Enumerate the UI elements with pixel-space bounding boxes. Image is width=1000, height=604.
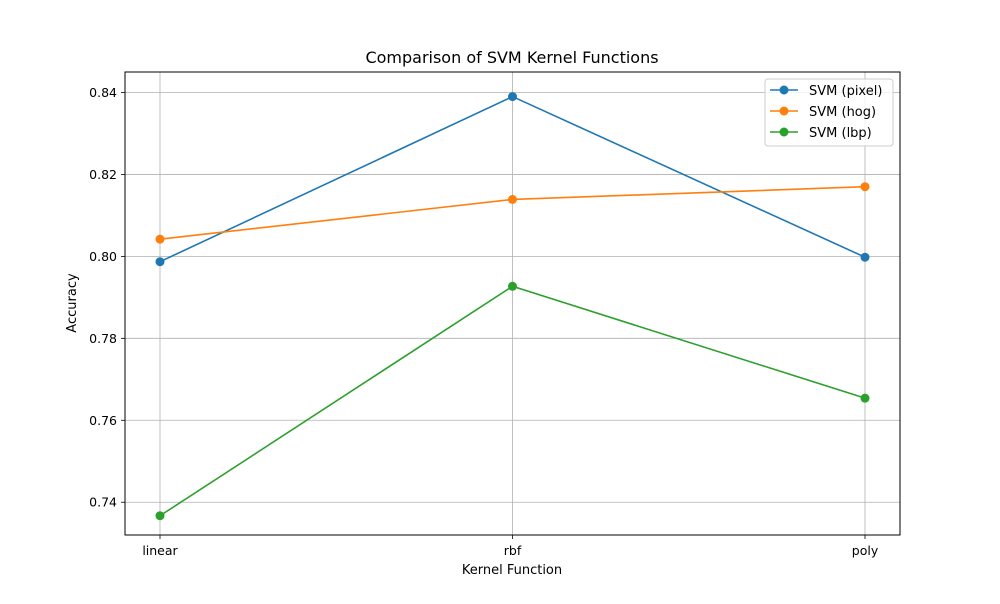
- legend-label-pixel: SVM (pixel): [809, 84, 882, 99]
- data-point: [508, 281, 517, 291]
- data-point: [155, 257, 165, 267]
- legend-label-hog: SVM (hog): [809, 105, 876, 120]
- data-point: [860, 252, 870, 262]
- legend-entry-hog: SVM (hog): [770, 105, 876, 120]
- data-point: [508, 194, 517, 204]
- data-point: [860, 182, 870, 192]
- y-tick-label: 0.80: [89, 249, 117, 264]
- legend-entry-pixel: SVM (pixel): [770, 84, 882, 99]
- legend-entry-lbp: SVM (lbp): [770, 126, 872, 141]
- x-tick-label: poly: [852, 543, 879, 558]
- data-point: [155, 511, 165, 521]
- chart-title: Comparison of SVM Kernel Functions: [365, 48, 658, 67]
- series-group: [155, 92, 870, 521]
- legend-marker-lbp: [779, 127, 789, 137]
- x-tick-label: linear: [142, 543, 178, 558]
- y-tick-label: 0.76: [89, 413, 117, 428]
- y-axis-label: Accuracy: [65, 273, 80, 333]
- y-tick-label: 0.82: [89, 167, 117, 182]
- data-point: [155, 234, 165, 244]
- legend-label-lbp: SVM (lbp): [809, 126, 872, 141]
- y-tick-label: 0.84: [89, 85, 117, 100]
- x-tick-label: rbf: [504, 543, 522, 558]
- legend: SVM (pixel) SVM (hog) SVM (lbp): [764, 78, 894, 147]
- legend-box: [764, 78, 894, 147]
- data-point: [508, 92, 517, 102]
- y-tick-label: 0.78: [89, 331, 117, 346]
- legend-marker-hog: [779, 106, 789, 116]
- legend-marker-pixel: [779, 85, 789, 95]
- data-point: [860, 393, 870, 403]
- x-axis-label: Kernel Function: [462, 563, 562, 578]
- axes: linear rbf poly 0.74 0.76 0.78 0.80 0.82 0.84: [89, 85, 879, 558]
- y-tick-label: 0.74: [89, 495, 117, 510]
